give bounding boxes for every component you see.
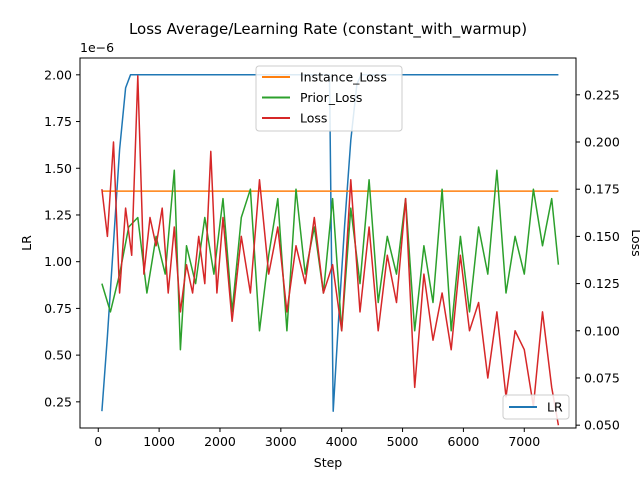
y-axis-label-right: Loss [629,229,640,256]
y-left-tick-label: 1.00 [44,254,72,269]
x-tick-label: 7000 [508,434,540,449]
legend-right-frame [255,65,403,132]
y-right-tick-label: 0.050 [584,418,620,433]
y-left-tick-label: 0.75 [44,301,72,316]
series-line-loss [101,75,560,426]
x-tick-label: 4000 [326,434,358,449]
y-right-tick-label: 0.150 [584,229,620,244]
legend-label: Instance_Loss [300,70,387,85]
y-right-tick-label: 0.125 [584,276,620,291]
y-left-tick-label: 0.50 [44,348,72,363]
legend-left-axis: LR [502,394,570,420]
x-tick-label: 6000 [448,434,480,449]
x-tick-label: 5000 [387,434,419,449]
chart-title: Loss Average/Learning Rate (constant_wit… [129,20,527,39]
x-tick-label: 0 [94,434,102,449]
y-left-tick-label: 0.25 [44,394,72,409]
x-tick-label: 3000 [265,434,297,449]
y-left-tick-label: 1.75 [44,114,72,129]
legend-right-axis: Instance_Loss Prior_Loss Loss [255,65,403,132]
x-axis-label: Step [314,455,343,470]
y-axis-label-left: LR [19,235,34,251]
plot-frame [79,57,577,429]
y-right-tick-label: 0.100 [584,323,620,338]
x-tick-label: 2000 [204,434,236,449]
y-left-tick-label: 1.25 [44,207,72,222]
y-right-tick-label: 0.225 [584,87,620,102]
legend-label: Loss [300,111,327,126]
y-right-tick-label: 0.200 [584,135,620,150]
y-right-tick-label: 0.075 [584,370,620,385]
y-right-tick-label: 0.175 [584,182,620,197]
legend-label: Prior_Loss [300,90,362,105]
x-tick-label: 1000 [143,434,175,449]
y-left-tick-label: 2.00 [44,67,72,82]
y-left-tick-label: 1.50 [44,161,72,176]
y-axis-offset-label: 1e−6 [80,40,114,55]
legend-label: LR [547,400,563,415]
